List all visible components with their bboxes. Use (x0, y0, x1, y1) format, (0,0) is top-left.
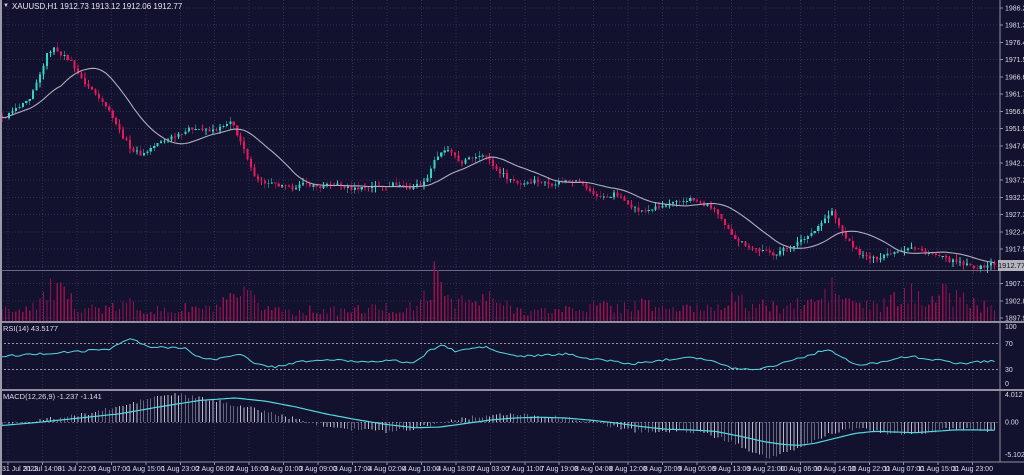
svg-text:10 Aug 14:00: 10 Aug 14:00 (814, 466, 855, 473)
svg-text:1956.80: 1956.80 (1005, 109, 1024, 116)
svg-text:3 Aug 09:00: 3 Aug 09:00 (299, 466, 336, 473)
svg-text:4 Aug 18:00: 4 Aug 18:00 (437, 466, 474, 473)
svg-text:1986.20: 1986.20 (1005, 6, 1024, 13)
svg-text:1927.30: 1927.30 (1005, 212, 1024, 219)
axis-ticks (7, 7, 1003, 465)
svg-text:1932.20: 1932.20 (1005, 195, 1024, 202)
svg-text:11 Aug 15:00: 11 Aug 15:00 (918, 466, 959, 473)
svg-text:1 Aug 23:00: 1 Aug 23:00 (162, 466, 199, 473)
svg-text:10 Aug 22:00: 10 Aug 22:00 (849, 466, 890, 473)
macd-indicator-label: MACD(12,26,9) -1.237 -1.141 (3, 392, 102, 401)
svg-text:8 Aug 20:00: 8 Aug 20:00 (644, 466, 681, 473)
moving-average-line (1, 67, 995, 264)
current-price-tag: 1912.77 (998, 260, 1024, 271)
svg-text:4 Aug 10:00: 4 Aug 10:00 (403, 466, 440, 473)
bear-candles (1, 47, 996, 270)
svg-text:1966.60: 1966.60 (1005, 74, 1024, 81)
svg-text:1902.80: 1902.80 (1005, 298, 1024, 305)
svg-text:7 Aug 19:00: 7 Aug 19:00 (541, 466, 578, 473)
volume-histogram (1, 261, 996, 321)
svg-text:31 Jul 2023: 31 Jul 2023 (2, 466, 38, 473)
svg-text:1 Aug 07:00: 1 Aug 07:00 (93, 466, 130, 473)
svg-text:3 Aug 17:00: 3 Aug 17:00 (334, 466, 371, 473)
svg-text:1897.90: 1897.90 (1005, 316, 1024, 323)
svg-text:1981.30: 1981.30 (1005, 23, 1024, 30)
svg-text:1951.90: 1951.90 (1005, 126, 1024, 133)
macd-signal-line (1, 397, 995, 446)
svg-text:100: 100 (1005, 324, 1017, 331)
svg-text:0.00: 0.00 (1005, 420, 1019, 427)
rsi-indicator-label: RSI(14) 43.5177 (3, 324, 59, 333)
svg-text:70: 70 (1005, 341, 1013, 348)
svg-text:1917.50: 1917.50 (1005, 247, 1024, 254)
svg-text:9 Aug 05:00: 9 Aug 05:00 (678, 466, 715, 473)
svg-text:9 Aug 13:00: 9 Aug 13:00 (713, 466, 750, 473)
svg-text:1947.00: 1947.00 (1005, 143, 1024, 150)
svg-text:31 Jul 14:00: 31 Jul 14:00 (23, 466, 61, 473)
svg-text:30: 30 (1005, 367, 1013, 374)
svg-text:4.012: 4.012 (1005, 392, 1023, 399)
svg-text:2 Aug 08:00: 2 Aug 08:00 (196, 466, 233, 473)
bull-candles (7, 47, 993, 269)
svg-text:3 Aug 01:00: 3 Aug 01:00 (265, 466, 302, 473)
svg-text:2 Aug 16:00: 2 Aug 16:00 (231, 466, 268, 473)
svg-text:8 Aug 04:00: 8 Aug 04:00 (575, 466, 612, 473)
chart-title-text: XAUUSD,H1 1912.73 1913.12 1912.06 1912.7… (11, 2, 183, 11)
svg-text:7 Aug 03:00: 7 Aug 03:00 (472, 466, 509, 473)
svg-text:4 Aug 02:00: 4 Aug 02:00 (368, 466, 405, 473)
grid-lines (0, 0, 1000, 462)
svg-text:1971.50: 1971.50 (1005, 57, 1024, 64)
svg-text:8 Aug 12:00: 8 Aug 12:00 (609, 466, 646, 473)
svg-text:1922.40: 1922.40 (1005, 229, 1024, 236)
svg-text:7 Aug 11:00: 7 Aug 11:00 (506, 466, 543, 473)
svg-text:1961.70: 1961.70 (1005, 92, 1024, 99)
rsi-line (1, 338, 995, 371)
svg-text:11 Aug 23:00: 11 Aug 23:00 (952, 466, 993, 473)
svg-text:1976.40: 1976.40 (1005, 40, 1024, 47)
svg-text:1937.20: 1937.20 (1005, 178, 1024, 185)
svg-text:0: 0 (1005, 381, 1009, 388)
svg-text:10 Aug 06:00: 10 Aug 06:00 (780, 466, 821, 473)
chart-title: ▼ XAUUSD,H1 1912.73 1913.12 1912.06 1912.… (3, 2, 182, 11)
svg-text:1907.70: 1907.70 (1005, 281, 1024, 288)
svg-text:9 Aug 21:00: 9 Aug 21:00 (747, 466, 784, 473)
svg-text:1942.10: 1942.10 (1005, 161, 1024, 168)
svg-text:31 Jul 22:00: 31 Jul 22:00 (58, 466, 96, 473)
macd-histogram (1, 392, 995, 459)
chart-marker-icon[interactable]: ▼ (3, 3, 9, 9)
svg-text:1 Aug 15:00: 1 Aug 15:00 (127, 466, 164, 473)
svg-text:-5.102: -5.102 (1005, 452, 1024, 459)
svg-text:11 Aug 07:00: 11 Aug 07:00 (883, 466, 924, 473)
